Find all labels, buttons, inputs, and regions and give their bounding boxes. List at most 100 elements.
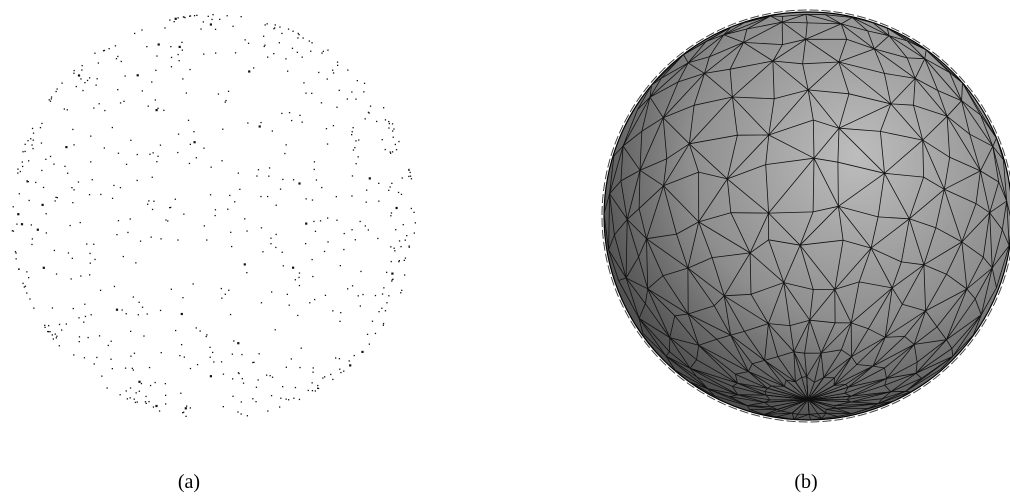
point — [322, 50, 324, 52]
mesh-edge — [625, 219, 628, 279]
point — [288, 399, 290, 401]
point — [278, 42, 280, 44]
point — [400, 193, 403, 195]
mesh-edge — [641, 117, 664, 132]
point — [298, 272, 301, 274]
mesh-edge — [665, 355, 691, 369]
mesh-edge — [647, 275, 664, 290]
mesh-edge — [992, 146, 1004, 161]
point — [33, 307, 35, 309]
point — [267, 195, 269, 198]
mesh-edge — [639, 131, 643, 171]
point — [266, 374, 268, 376]
mesh-edge — [709, 34, 725, 57]
point — [255, 386, 258, 388]
mesh-edge — [946, 298, 976, 340]
mesh-edge — [813, 205, 839, 213]
mesh-edge — [765, 394, 809, 401]
mesh-edge — [851, 322, 869, 330]
point — [104, 109, 106, 112]
mesh-edge — [768, 323, 779, 357]
point — [392, 278, 394, 280]
point — [94, 258, 96, 261]
point — [355, 163, 357, 165]
point — [93, 363, 95, 365]
mesh-edge — [916, 339, 947, 363]
mesh-edge — [838, 61, 850, 94]
mesh-edge — [825, 14, 842, 25]
mesh-edge — [850, 281, 860, 323]
mesh-edge — [666, 143, 690, 160]
mesh-edge — [1006, 201, 1010, 246]
point — [274, 24, 276, 26]
mesh-edge — [729, 394, 738, 397]
point — [258, 125, 261, 128]
mesh-edge — [698, 344, 749, 372]
point — [339, 320, 341, 322]
point — [58, 345, 60, 347]
mesh-edge — [886, 372, 917, 379]
point — [252, 398, 254, 400]
point — [382, 324, 384, 326]
mesh-edge — [620, 180, 628, 220]
point — [47, 330, 49, 333]
mesh-edge — [724, 293, 752, 297]
point — [336, 106, 338, 108]
point — [351, 195, 353, 197]
point — [214, 28, 217, 30]
point — [408, 175, 410, 178]
point — [65, 323, 67, 325]
point — [336, 219, 338, 221]
mesh-edge — [923, 241, 963, 266]
point — [55, 196, 57, 198]
mesh-edge — [992, 146, 1008, 202]
mesh-edge — [662, 117, 668, 159]
mesh-edge — [743, 42, 783, 45]
mesh-edge — [661, 62, 689, 79]
mesh-edge — [882, 390, 906, 400]
mesh-edge — [884, 310, 926, 338]
point — [182, 78, 184, 80]
mesh-edge — [884, 172, 924, 178]
mesh-edge — [712, 252, 751, 258]
mesh-edge — [744, 331, 765, 361]
mesh-edge — [872, 336, 905, 367]
mesh-edge — [732, 386, 767, 396]
point — [50, 96, 53, 98]
point — [17, 213, 20, 216]
point — [384, 310, 387, 312]
mesh-edge — [838, 127, 885, 174]
mesh-edge — [838, 61, 892, 105]
mesh-edge — [609, 193, 628, 220]
mesh-edge — [799, 244, 836, 290]
mesh-edge — [884, 372, 917, 386]
mesh-edge — [946, 339, 953, 349]
mesh-edge — [749, 409, 765, 415]
point — [364, 118, 366, 120]
mesh-edge — [833, 364, 858, 386]
point — [409, 175, 412, 177]
mesh-edge — [961, 241, 968, 290]
mesh-edge — [998, 181, 1008, 202]
point — [228, 289, 230, 291]
point — [90, 161, 92, 163]
mesh-edge — [663, 185, 699, 223]
mesh-edge — [689, 359, 697, 369]
point — [207, 15, 209, 17]
mesh-edge — [772, 44, 783, 62]
mesh-edge — [915, 339, 947, 374]
mesh-edge — [698, 171, 728, 180]
point — [340, 312, 342, 314]
mesh-edge — [625, 277, 648, 290]
point — [124, 75, 126, 77]
point — [315, 179, 318, 181]
mesh-edge — [770, 399, 809, 408]
mesh-edge — [649, 81, 679, 98]
point — [258, 353, 260, 355]
mesh-edge — [793, 351, 805, 354]
point — [274, 329, 276, 331]
mesh-edge — [727, 178, 769, 214]
mesh-edge — [817, 412, 827, 415]
point — [136, 153, 138, 156]
point — [132, 369, 134, 371]
